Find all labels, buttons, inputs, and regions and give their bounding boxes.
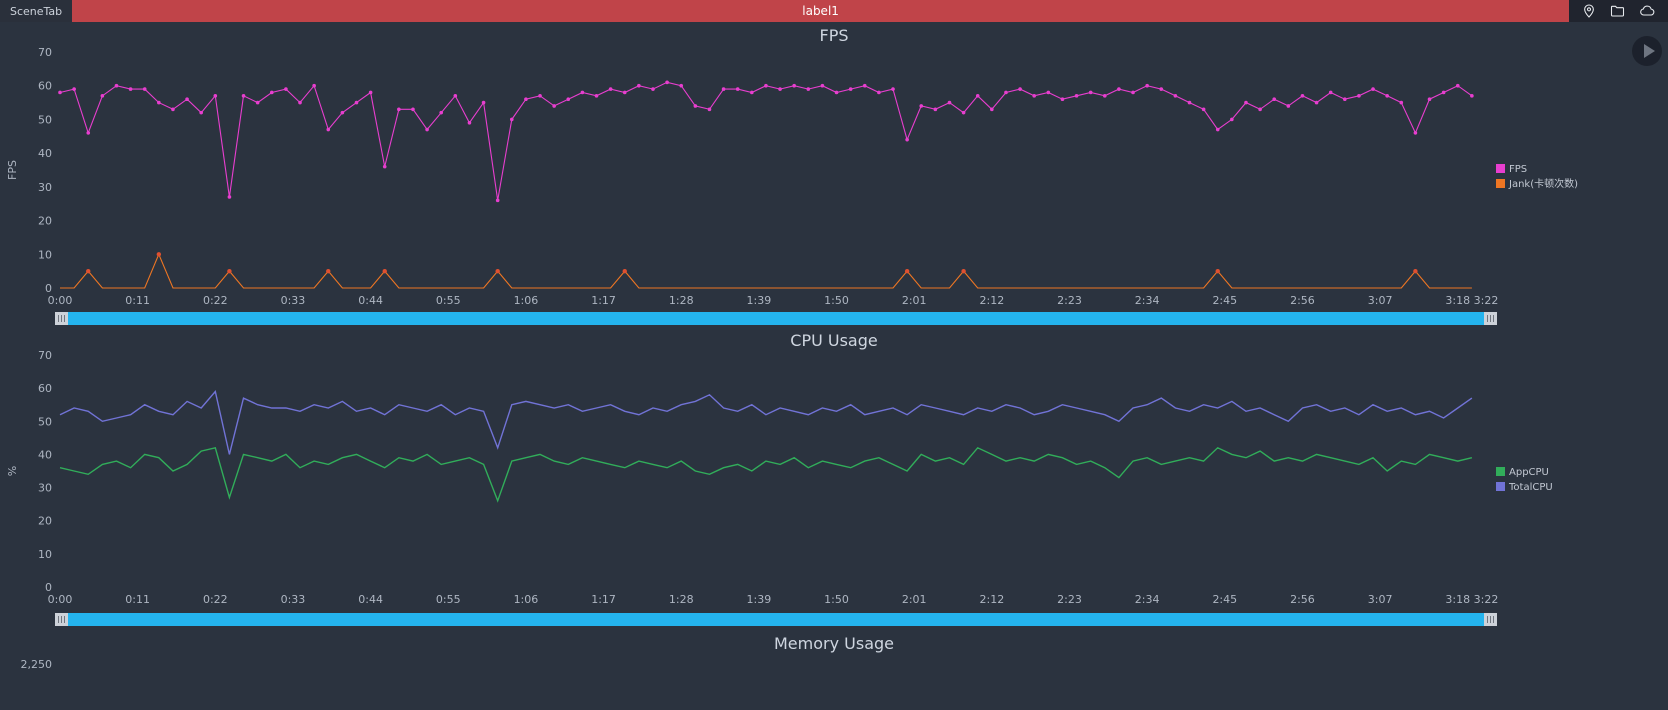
svg-text:2:45: 2:45 [1212, 294, 1237, 306]
svg-text:1:39: 1:39 [747, 593, 772, 606]
svg-text:70: 70 [38, 351, 52, 362]
svg-text:3:18: 3:18 [1445, 593, 1470, 606]
fps-chart-plot: 0 10 20 30 40 50 60 70 0:00 0:11 0:22 0:33 0:44 0:55 1… [6, 48, 1578, 306]
svg-text:0:55: 0:55 [436, 294, 461, 306]
svg-text:1:06: 1:06 [514, 294, 539, 306]
svg-text:1:50: 1:50 [824, 593, 849, 606]
svg-text:%: % [6, 466, 19, 476]
cpu-time-range-slider[interactable] [55, 613, 1497, 626]
svg-text:1:28: 1:28 [669, 593, 694, 606]
svg-text:Jank(卡顿次数): Jank(卡顿次数) [1508, 177, 1578, 190]
pin-icon[interactable] [1581, 3, 1597, 19]
svg-text:1:06: 1:06 [514, 593, 539, 606]
svg-text:50: 50 [38, 113, 52, 126]
svg-text:3:22: 3:22 [1474, 593, 1499, 606]
svg-text:2:56: 2:56 [1290, 294, 1315, 306]
svg-text:2:34: 2:34 [1135, 294, 1160, 306]
svg-text:70: 70 [38, 48, 52, 59]
svg-text:0:33: 0:33 [281, 593, 306, 606]
svg-text:50: 50 [38, 415, 52, 428]
svg-text:3:18: 3:18 [1445, 294, 1470, 306]
cpu-slider-track[interactable] [68, 613, 1484, 626]
svg-text:30: 30 [38, 181, 52, 194]
grip-icon [1487, 616, 1494, 623]
svg-text:1:39: 1:39 [747, 294, 772, 306]
svg-text:0:00: 0:00 [48, 294, 73, 306]
svg-text:1:17: 1:17 [591, 294, 616, 306]
svg-text:0: 0 [45, 282, 52, 295]
memory-chart-plot: 2,250 [21, 658, 53, 671]
titlebar-icon-group [1569, 0, 1668, 22]
svg-text:0:33: 0:33 [281, 294, 306, 306]
svg-text:30: 30 [38, 482, 52, 495]
svg-text:1:17: 1:17 [591, 593, 616, 606]
play-button[interactable] [1632, 36, 1662, 66]
session-label-bar: label1 [72, 0, 1569, 22]
svg-text:AppCPU: AppCPU [1509, 467, 1549, 478]
svg-text:10: 10 [38, 248, 52, 261]
svg-text:FPS: FPS [6, 160, 19, 180]
cpu-chart-plot: 0 10 20 30 40 50 60 70 0:00 0:11 0:22 0:33 0:44 0:55 1… [6, 351, 1553, 606]
svg-text:2:34: 2:34 [1135, 593, 1160, 606]
titlebar: SceneTab label1 [0, 0, 1668, 22]
fps-slider-handle-left[interactable] [55, 312, 68, 325]
svg-text:3:07: 3:07 [1368, 294, 1393, 306]
svg-text:0:44: 0:44 [358, 593, 383, 606]
svg-text:0:00: 0:00 [48, 593, 73, 606]
memory-chart-section: Memory Usage 2,250 [0, 634, 1668, 710]
svg-text:2:01: 2:01 [902, 294, 927, 306]
svg-text:0:55: 0:55 [436, 593, 461, 606]
cpu-slider-handle-left[interactable] [55, 613, 68, 626]
svg-text:0: 0 [45, 581, 52, 594]
svg-text:10: 10 [38, 548, 52, 561]
cpu-slider-handle-right[interactable] [1484, 613, 1497, 626]
play-icon [1643, 44, 1655, 58]
fps-time-range-slider[interactable] [55, 312, 1497, 325]
svg-text:2:01: 2:01 [902, 593, 927, 606]
grip-icon [58, 616, 65, 623]
scene-tab[interactable]: SceneTab [0, 0, 73, 22]
grip-icon [1487, 315, 1494, 322]
svg-text:0:11: 0:11 [125, 593, 150, 606]
svg-text:40: 40 [38, 147, 52, 160]
svg-text:0:11: 0:11 [125, 294, 150, 306]
svg-text:2:23: 2:23 [1057, 294, 1082, 306]
svg-text:20: 20 [38, 515, 52, 528]
svg-text:FPS: FPS [1509, 164, 1527, 175]
svg-text:1:50: 1:50 [824, 294, 849, 306]
cloud-icon[interactable] [1638, 3, 1656, 19]
fps-chart-title: FPS [819, 26, 849, 45]
svg-text:20: 20 [38, 215, 52, 228]
folder-icon[interactable] [1609, 3, 1626, 19]
svg-text:2:45: 2:45 [1212, 593, 1237, 606]
fps-slider-handle-right[interactable] [1484, 312, 1497, 325]
svg-text:0:44: 0:44 [358, 294, 383, 306]
svg-text:40: 40 [38, 448, 52, 461]
svg-text:2,250: 2,250 [21, 658, 53, 671]
svg-text:2:12: 2:12 [979, 294, 1004, 306]
svg-text:2:23: 2:23 [1057, 593, 1082, 606]
svg-text:0:22: 0:22 [203, 294, 228, 306]
svg-text:2:12: 2:12 [979, 593, 1004, 606]
svg-text:3:07: 3:07 [1368, 593, 1393, 606]
svg-text:2:56: 2:56 [1290, 593, 1315, 606]
svg-text:60: 60 [38, 382, 52, 395]
cpu-chart-section: CPU Usage 0 10 20 30 40 50 60 70 0:00 0:11 0:22 0:3… [0, 331, 1668, 626]
cpu-chart-title: CPU Usage [790, 331, 878, 350]
memory-chart-title: Memory Usage [773, 634, 894, 653]
svg-text:60: 60 [38, 80, 52, 93]
svg-text:3:22: 3:22 [1474, 294, 1499, 306]
fps-slider-track[interactable] [68, 312, 1484, 325]
grip-icon [58, 315, 65, 322]
svg-text:0:22: 0:22 [203, 593, 228, 606]
fps-chart-section: FPS 0 10 20 30 40 50 60 70 0:00 0:11 0:22 0:33 0:44 0… [0, 26, 1668, 325]
svg-text:1:28: 1:28 [669, 294, 694, 306]
svg-text:TotalCPU: TotalCPU [1508, 482, 1553, 493]
